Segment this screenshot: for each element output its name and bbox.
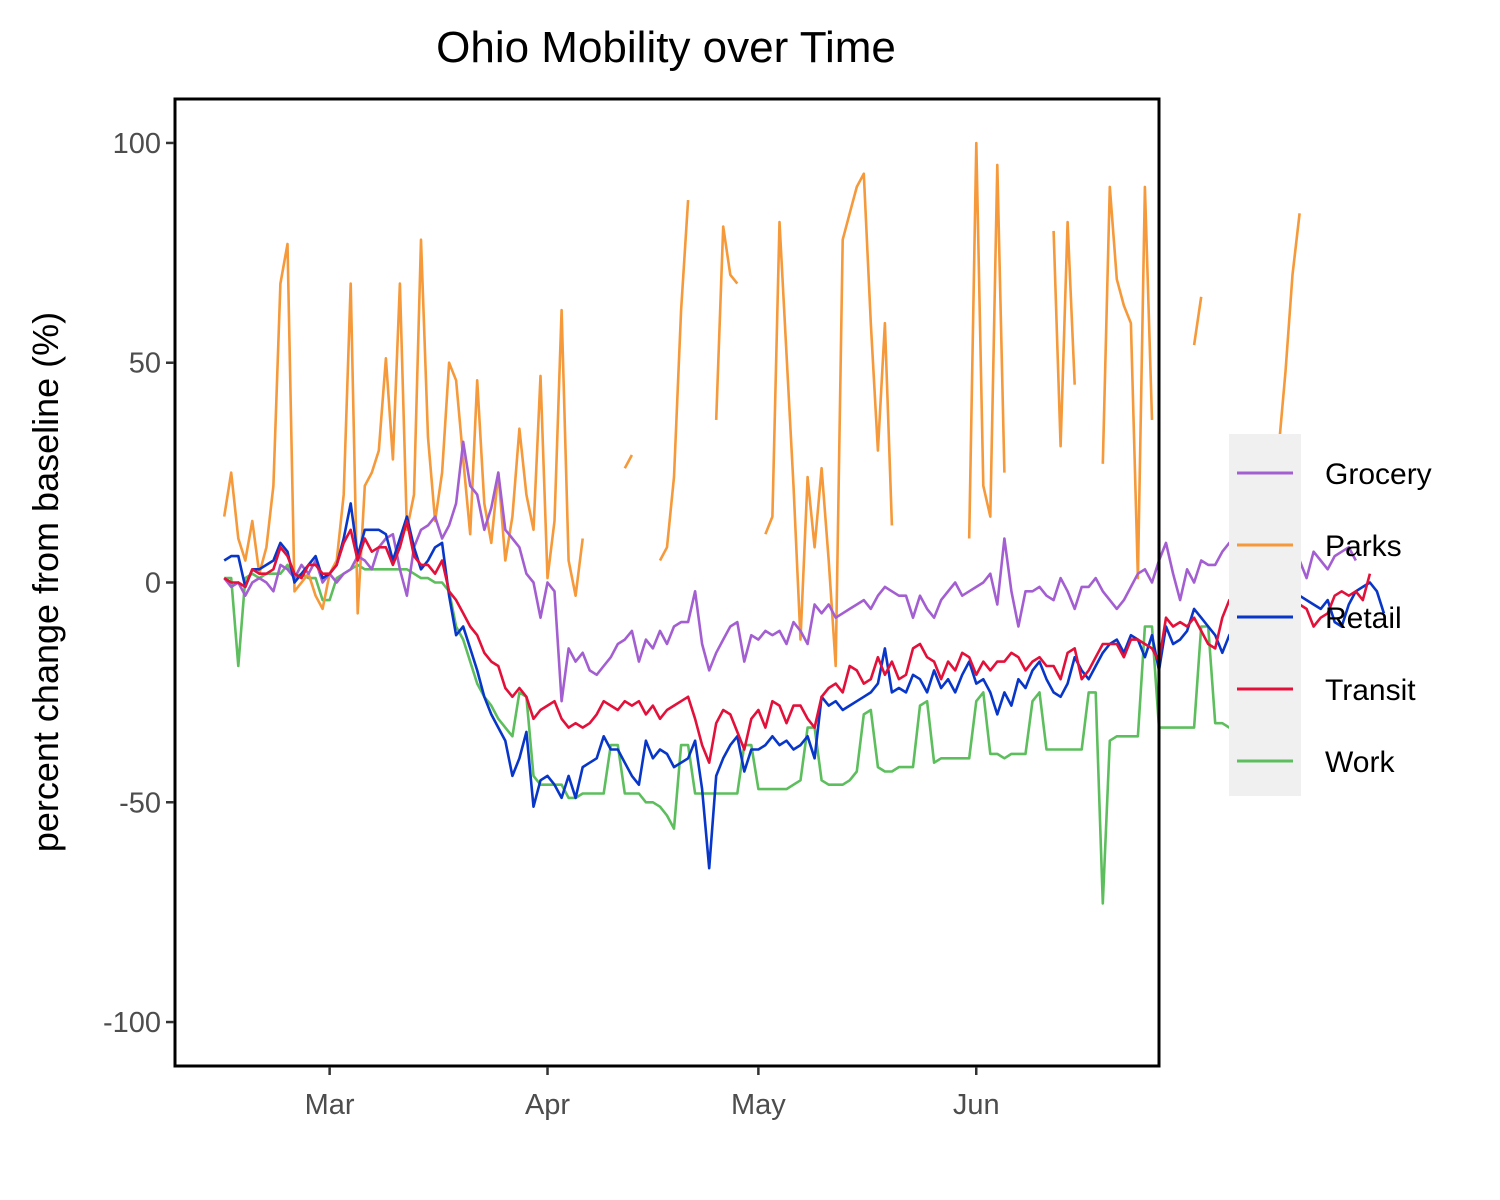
- y-axis: 100 50 0 -50 -100: [103, 128, 174, 1039]
- legend-label-retail: Retail: [1325, 602, 1402, 635]
- series-line-work: [224, 563, 1300, 905]
- series-line-parks: [222, 141, 1301, 668]
- y-tick-label: 50: [129, 348, 161, 380]
- chart-title: Ohio Mobility over Time: [436, 23, 896, 72]
- x-tick-label: Jun: [953, 1089, 1000, 1121]
- series-line-grocery: [223, 440, 1357, 703]
- y-tick-label: -50: [119, 787, 161, 819]
- y-tick-label: 100: [113, 128, 161, 160]
- legend: Grocery Parks Retail Transit Work: [1229, 434, 1432, 796]
- series-line-retail: [223, 502, 1386, 870]
- y-tick-label: 0: [145, 568, 161, 600]
- series-line-transit: [223, 519, 1372, 764]
- legend-label-grocery: Grocery: [1325, 458, 1432, 491]
- x-tick-label: Mar: [305, 1089, 355, 1121]
- legend-label-work: Work: [1325, 746, 1395, 779]
- legend-label-transit: Transit: [1325, 674, 1416, 707]
- x-tick-label: Apr: [525, 1089, 570, 1121]
- x-tick-label: May: [731, 1089, 786, 1121]
- legend-background: [1229, 434, 1301, 796]
- x-axis: Mar Apr May Jun: [305, 1067, 1000, 1121]
- y-tick-label: -100: [103, 1007, 161, 1039]
- y-axis-label: percent change from baseline (%): [25, 312, 66, 852]
- plot-panel-border: [173, 97, 1161, 1068]
- series-layer: [222, 141, 1386, 905]
- legend-label-parks: Parks: [1325, 530, 1402, 563]
